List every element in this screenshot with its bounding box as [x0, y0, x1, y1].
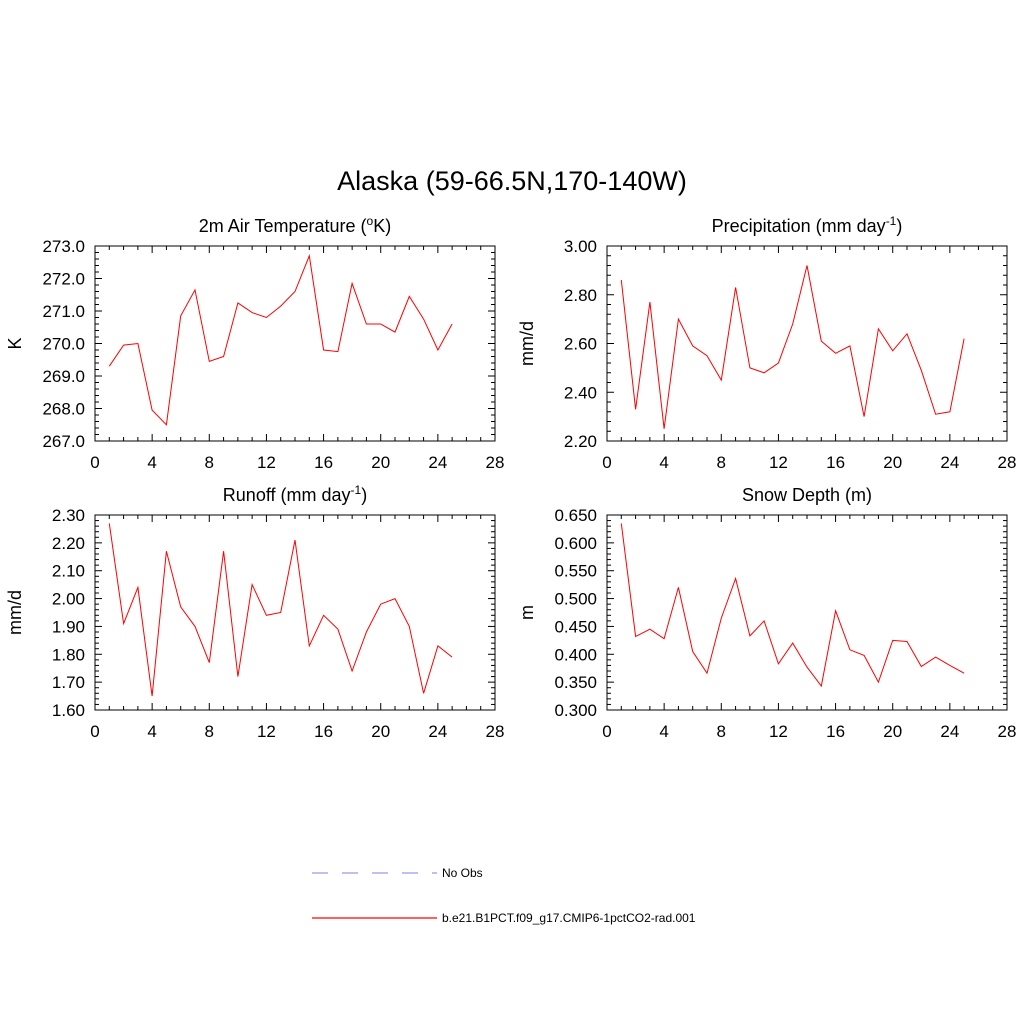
y-tick-label: 2.20	[52, 534, 85, 553]
panel-title-main: Snow Depth (m)	[742, 485, 872, 505]
x-tick-label: 8	[717, 453, 726, 472]
series-line-model	[620, 265, 965, 429]
x-tick-label: 4	[659, 722, 668, 741]
y-tick-label: 271.0	[42, 302, 85, 321]
y-tick-label: 2.00	[52, 590, 85, 609]
x-tick-label: 0	[602, 453, 611, 472]
panel-snow-depth: Snow Depth (m) m 0 4 8 12 16 20 24 28 0.300 0.350 0.…	[517, 485, 1016, 741]
x-tick-label: 16	[314, 453, 333, 472]
x-tick-label: 20	[371, 453, 390, 472]
y-tick-label: 0.400	[554, 645, 597, 664]
y-tick-label: 3.00	[564, 237, 597, 256]
panel-title: 2m Air Temperature (oK)	[199, 214, 391, 236]
y-tick-label: 269.0	[42, 367, 85, 386]
x-tick-label: 24	[428, 722, 447, 741]
panel-title-main: Runoff (mm day	[223, 485, 351, 505]
x-tick-label: 28	[998, 453, 1017, 472]
x-tick-label: 20	[883, 453, 902, 472]
panel-runoff: Runoff (mm day-1) mm/d 0 4 8 12 16 20 24 28 1.60 1.…	[5, 483, 504, 741]
y-tick-label: 0.500	[554, 590, 597, 609]
panel-air-temperature: 2m Air Temperature (oK) K 0 4 8 12 16 20 24 28 267…	[5, 214, 504, 472]
series-line-model	[108, 523, 453, 697]
y-tick-label: 0.650	[554, 506, 597, 525]
panel-title-tail: )	[896, 216, 902, 236]
series-line-model	[620, 523, 965, 688]
y-tick-label: 2.20	[564, 432, 597, 451]
panel-title: Runoff (mm day-1)	[223, 483, 367, 505]
x-tick-label: 12	[769, 453, 788, 472]
x-tick-label: 12	[257, 722, 276, 741]
x-tick-label: 16	[314, 722, 333, 741]
y-tick-label: 270.0	[42, 335, 85, 354]
y-tick-label: 0.300	[554, 701, 597, 720]
y-tick-label: 1.70	[52, 673, 85, 692]
x-tick-label: 12	[769, 722, 788, 741]
x-tick-label: 8	[205, 453, 214, 472]
panel-title-main: Precipitation (mm day	[712, 216, 886, 236]
x-tick-label: 8	[717, 722, 726, 741]
y-tick-label: 2.80	[564, 286, 597, 305]
y-tick-label: 2.30	[52, 506, 85, 525]
y-tick-label: 272.0	[42, 270, 85, 289]
y-axis-label: mm/d	[5, 590, 25, 635]
y-tick-label: 0.550	[554, 562, 597, 581]
x-tick-label: 4	[147, 453, 156, 472]
panel-title-main: 2m Air Temperature (	[199, 216, 367, 236]
x-tick-label: 24	[940, 453, 959, 472]
y-tick-label: 268.0	[42, 400, 85, 419]
y-tick-label: 273.0	[42, 237, 85, 256]
y-tick-label: 1.60	[52, 701, 85, 720]
panel-title-tail: )	[361, 485, 367, 505]
y-axis-label: K	[5, 337, 25, 349]
series-line-model	[108, 253, 453, 426]
x-tick-label: 0	[90, 722, 99, 741]
plot-frame	[606, 245, 1008, 442]
y-tick-label: 1.80	[52, 645, 85, 664]
panel-title: Snow Depth (m)	[742, 485, 872, 505]
y-tick-label: 267.0	[42, 432, 85, 451]
y-axis-label: mm/d	[517, 321, 537, 366]
y-tick-label: 0.450	[554, 617, 597, 636]
legend-label-obs: No Obs	[442, 866, 483, 880]
x-tick-label: 16	[826, 722, 845, 741]
y-tick-label: 2.40	[564, 383, 597, 402]
x-tick-label: 0	[602, 722, 611, 741]
figure-title: Alaska (59-66.5N,170-140W)	[337, 166, 687, 196]
x-tick-label: 28	[486, 453, 505, 472]
y-tick-label: 1.90	[52, 617, 85, 636]
x-tick-label: 0	[90, 453, 99, 472]
x-tick-label: 28	[486, 722, 505, 741]
panel-title-sup: o	[367, 214, 374, 228]
y-tick-label: 0.350	[554, 673, 597, 692]
x-tick-label: 20	[371, 722, 390, 741]
panel-title-sup: -1	[351, 483, 362, 497]
y-tick-label: 2.60	[564, 335, 597, 354]
x-tick-label: 24	[940, 722, 959, 741]
panel-title: Precipitation (mm day-1)	[712, 214, 903, 236]
plot-frame	[606, 514, 1008, 711]
x-tick-label: 24	[428, 453, 447, 472]
panel-title-tail: K)	[373, 216, 391, 236]
x-tick-label: 12	[257, 453, 276, 472]
x-tick-label: 4	[147, 722, 156, 741]
legend: No Obs b.e21.B1PCT.f09_g17.CMIP6-1pctCO2…	[312, 866, 696, 925]
plot-frame	[94, 514, 496, 711]
x-tick-label: 28	[998, 722, 1017, 741]
x-tick-label: 20	[883, 722, 902, 741]
y-tick-label: 0.600	[554, 534, 597, 553]
x-tick-label: 8	[205, 722, 214, 741]
y-axis-label: m	[517, 605, 537, 620]
panel-title-sup: -1	[886, 214, 897, 228]
panel-precipitation: Precipitation (mm day-1) mm/d 0 4 8 12 16 20 24 2…	[517, 214, 1016, 472]
x-tick-label: 16	[826, 453, 845, 472]
legend-label-model: b.e21.B1PCT.f09_g17.CMIP6-1pctCO2-rad.00…	[442, 911, 696, 925]
x-tick-label: 4	[659, 453, 668, 472]
y-tick-label: 2.10	[52, 562, 85, 581]
